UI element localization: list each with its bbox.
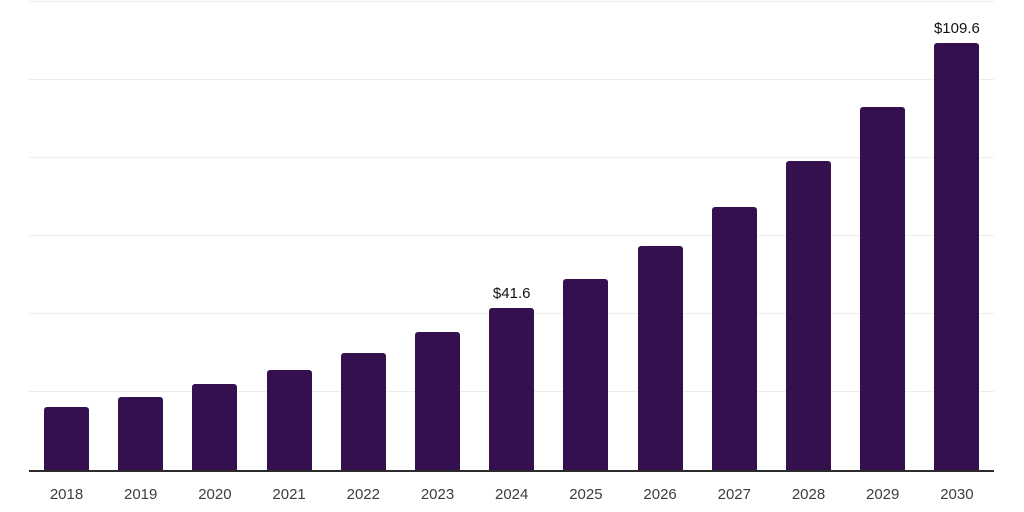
- gridline-100: [29, 79, 994, 80]
- data-label-2024: $41.6: [492, 284, 531, 302]
- x-tick-label-2019: 2019: [124, 486, 158, 503]
- x-tick-label-2018: 2018: [49, 486, 84, 503]
- bar-2025: [563, 279, 609, 470]
- x-tick-label-2026: 2026: [643, 486, 677, 503]
- x-tick-label-2028: 2028: [791, 486, 826, 503]
- x-tick-label-2025: 2025: [569, 486, 603, 503]
- bar-2018: [44, 407, 89, 470]
- data-label-2030: $109.6: [933, 19, 980, 37]
- gridline-80: [29, 157, 994, 158]
- x-tick-label-2029: 2029: [866, 486, 900, 503]
- x-tick-label-2024: 2024: [495, 486, 529, 503]
- x-tick-label-2021: 2021: [272, 486, 306, 503]
- bar-2020: [192, 384, 238, 470]
- bar-2030: [934, 42, 980, 470]
- x-tick-label-2023: 2023: [420, 486, 455, 503]
- x-tick-label-2030: 2030: [940, 486, 974, 503]
- bar-2028: [786, 160, 831, 470]
- bar-2029: [860, 106, 906, 470]
- bar-2023: [415, 332, 460, 470]
- gridline-120: [29, 1, 994, 2]
- bar-2021: [266, 370, 312, 470]
- bar-2027: [711, 206, 757, 470]
- x-tick-label-2020: 2020: [198, 486, 232, 503]
- bar-2026: [637, 246, 683, 470]
- x-tick-label-2022: 2022: [346, 486, 380, 503]
- x-tick-label-2027: 2027: [717, 486, 751, 503]
- bar-2022: [340, 353, 386, 470]
- bar-2024: [489, 307, 535, 470]
- gridline-60: [29, 235, 994, 236]
- x-axis-line: [29, 470, 994, 472]
- bar-2019: [118, 397, 164, 470]
